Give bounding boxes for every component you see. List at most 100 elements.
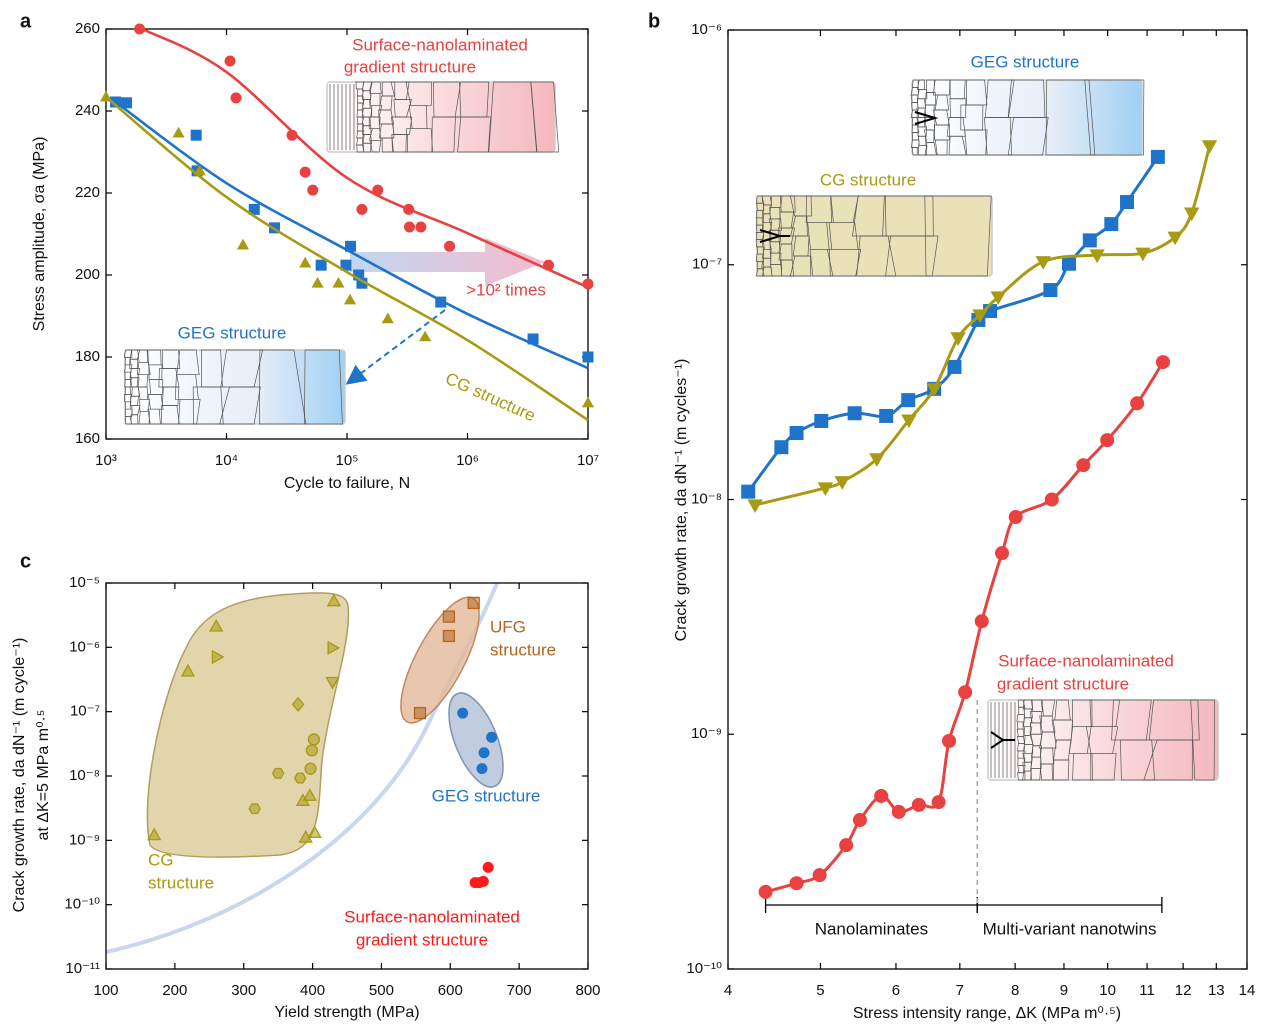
inset-grain [966,79,988,106]
inset-grain [756,202,765,211]
inset-grain [176,349,200,376]
x-tick-label: 10⁴ [215,452,238,469]
y-axis-label: Crack growth rate, da dN⁻¹ (m cycle⁻¹) [11,638,28,913]
annotation: CG structure [820,170,916,189]
marker [291,696,305,712]
annotation: >10² times [466,280,546,299]
annotation: structure [148,873,214,892]
inset-grain [1023,744,1034,754]
marker [413,706,427,720]
y-tick-label: 240 [75,102,100,119]
inset-grain [829,248,862,277]
marker [869,453,885,467]
y-tick-label: 10⁻⁶ [691,21,722,38]
y-tick-label: 10⁻⁵ [69,574,100,591]
marker [419,330,432,342]
marker [486,731,498,743]
marker [415,221,427,233]
marker [302,788,317,801]
inset-grain [369,81,382,95]
inset-grain [1090,752,1117,781]
x-tick-label: 10⁵ [336,452,359,469]
marker [326,593,342,607]
marker [403,221,415,233]
x-tick-label: 13 [1208,982,1225,999]
annotation: GEG structure [971,52,1080,71]
marker [990,291,1006,306]
marker [581,396,595,408]
marker [478,747,490,759]
inset-grain [1053,759,1070,781]
marker [307,184,319,196]
annotation: gradient structure [356,930,488,949]
inset-grain [948,135,967,156]
fit-curve [105,96,589,422]
plot-frame [727,29,1248,970]
inset-grain [1039,731,1057,749]
annotation: gradient structure [344,57,476,76]
marker [315,259,327,271]
marker [172,126,185,138]
inset-grain [917,126,927,137]
marker [147,827,162,841]
inset-grain [405,81,433,106]
x-tick-label: 800 [575,982,600,999]
marker [304,762,317,775]
marker [834,476,850,490]
marker [286,129,298,141]
x-tick-label: 600 [438,982,463,999]
marker [758,884,773,899]
x-tick-label: 4 [724,982,732,999]
inset-grain [161,386,180,406]
inset-grain [1190,699,1216,781]
x-tick-label: 7 [956,982,964,999]
marker [209,618,224,632]
inset-grain [123,349,133,358]
marker [224,55,236,67]
y-tick-label: 200 [75,266,100,283]
marker [211,649,225,665]
inset-grain [934,124,951,141]
marker [372,184,384,196]
inset-grain [912,147,918,156]
marker [457,707,469,719]
marker [230,92,242,104]
improvement-arrow [350,238,545,286]
inset-grain [1030,768,1041,781]
region-label: Nanolaminates [815,919,928,938]
marker [1035,256,1051,270]
marker [1167,231,1183,246]
inset-grain [304,349,343,425]
marker [812,868,827,883]
marker [332,276,345,288]
marker [1082,233,1097,248]
y-tick-label: 10⁻¹⁰ [686,960,722,977]
marker [353,269,365,281]
marker [891,804,906,819]
marker [325,676,340,690]
marker [1201,140,1218,154]
inset-grain [431,116,456,153]
marker [1135,247,1151,262]
x-tick-label: 10⁷ [577,452,599,469]
inset-grain [1039,715,1056,733]
marker [327,640,341,656]
marker [271,767,285,779]
inset-grain [131,386,140,397]
marker [527,333,539,345]
annotation: Surface-nanolaminated [998,651,1174,670]
marker [1089,249,1105,264]
inset-grain [488,81,538,153]
marker [477,875,489,887]
marker [931,795,946,810]
marker [901,393,916,408]
inset-grain [378,109,395,125]
panel-letter: a [20,10,32,32]
x-tick-label: 10⁶ [456,452,479,469]
inset-grain [924,142,937,156]
marker [343,293,357,305]
inset-grain [1084,79,1145,156]
marker [958,685,973,700]
marker [134,23,146,35]
